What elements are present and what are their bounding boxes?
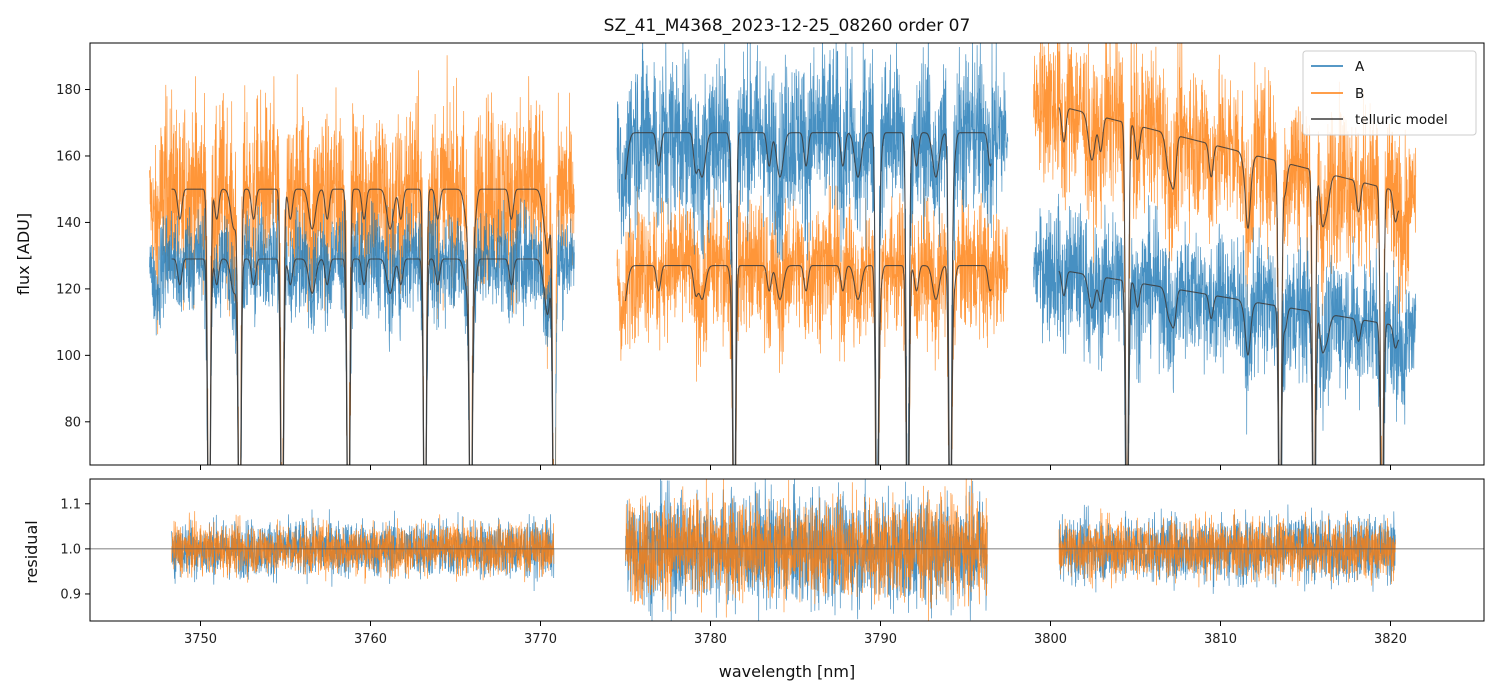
telluric-model-a-segment-3 — [1058, 270, 1400, 465]
flux-y-tick-label: 180 — [56, 83, 81, 98]
legend: A B telluric model — [1302, 50, 1477, 136]
residual-y-tick-label: 0.9 — [60, 587, 81, 602]
residual-panel: 0.9 1.0 1.1 3750 3760 3770 3780 3790 3800 3810 382… — [22, 478, 1485, 681]
flux-y-tick-label: 120 — [56, 282, 81, 297]
x-tick-label: 3820 — [1374, 632, 1407, 647]
legend-label-a: A — [1355, 59, 1365, 75]
telluric-model-a-segment-2 — [624, 132, 992, 465]
residual-y-axis-label: residual — [22, 520, 41, 583]
series-b-segment-2 — [616, 176, 1009, 465]
x-axis-label: wavelength [nm] — [719, 662, 856, 681]
flux-y-tick-label: 80 — [64, 415, 81, 430]
telluric-model-b-segment-1 — [171, 188, 554, 465]
x-tick-label: 3800 — [1034, 632, 1067, 647]
residual-y-tick-label: 1.1 — [60, 497, 81, 512]
x-tick-label: 3790 — [864, 632, 897, 647]
series-a-segment-2 — [616, 43, 1009, 465]
residual-y-tick-label: 1.0 — [60, 542, 81, 557]
flux-y-axis-label: flux [ADU] — [14, 213, 33, 295]
x-tick-label: 3750 — [184, 632, 217, 647]
x-tick-label: 3780 — [694, 632, 727, 647]
x-tick-label: 3810 — [1204, 632, 1237, 647]
residual-b-segment-2 — [625, 479, 988, 621]
chart-title: SZ_41_M4368_2023-12-25_08260 order 07 — [604, 16, 971, 36]
legend-label-model: telluric model — [1355, 112, 1448, 128]
telluric-model-a-segment-1 — [171, 258, 554, 465]
telluric-model-b-segment-2 — [624, 265, 992, 465]
x-tick-label: 3770 — [524, 632, 557, 647]
series-b-segment-3 — [1033, 43, 1417, 465]
telluric-model-b-segment-3 — [1058, 107, 1400, 465]
flux-y-tick-label: 100 — [56, 349, 81, 364]
flux-axes-frame — [89, 42, 1485, 466]
flux-panel: 80 100 120 140 160 180 flux [ADU] A B telluri… — [14, 42, 1485, 470]
flux-y-tick-label: 160 — [56, 149, 81, 164]
legend-label-b: B — [1355, 86, 1364, 102]
residual-b-segment-1 — [171, 511, 555, 584]
flux-y-tick-label: 140 — [56, 216, 81, 231]
x-tick-label: 3760 — [354, 632, 387, 647]
series-a-segment-3 — [1033, 193, 1417, 465]
residual-axes-frame — [89, 478, 1485, 622]
